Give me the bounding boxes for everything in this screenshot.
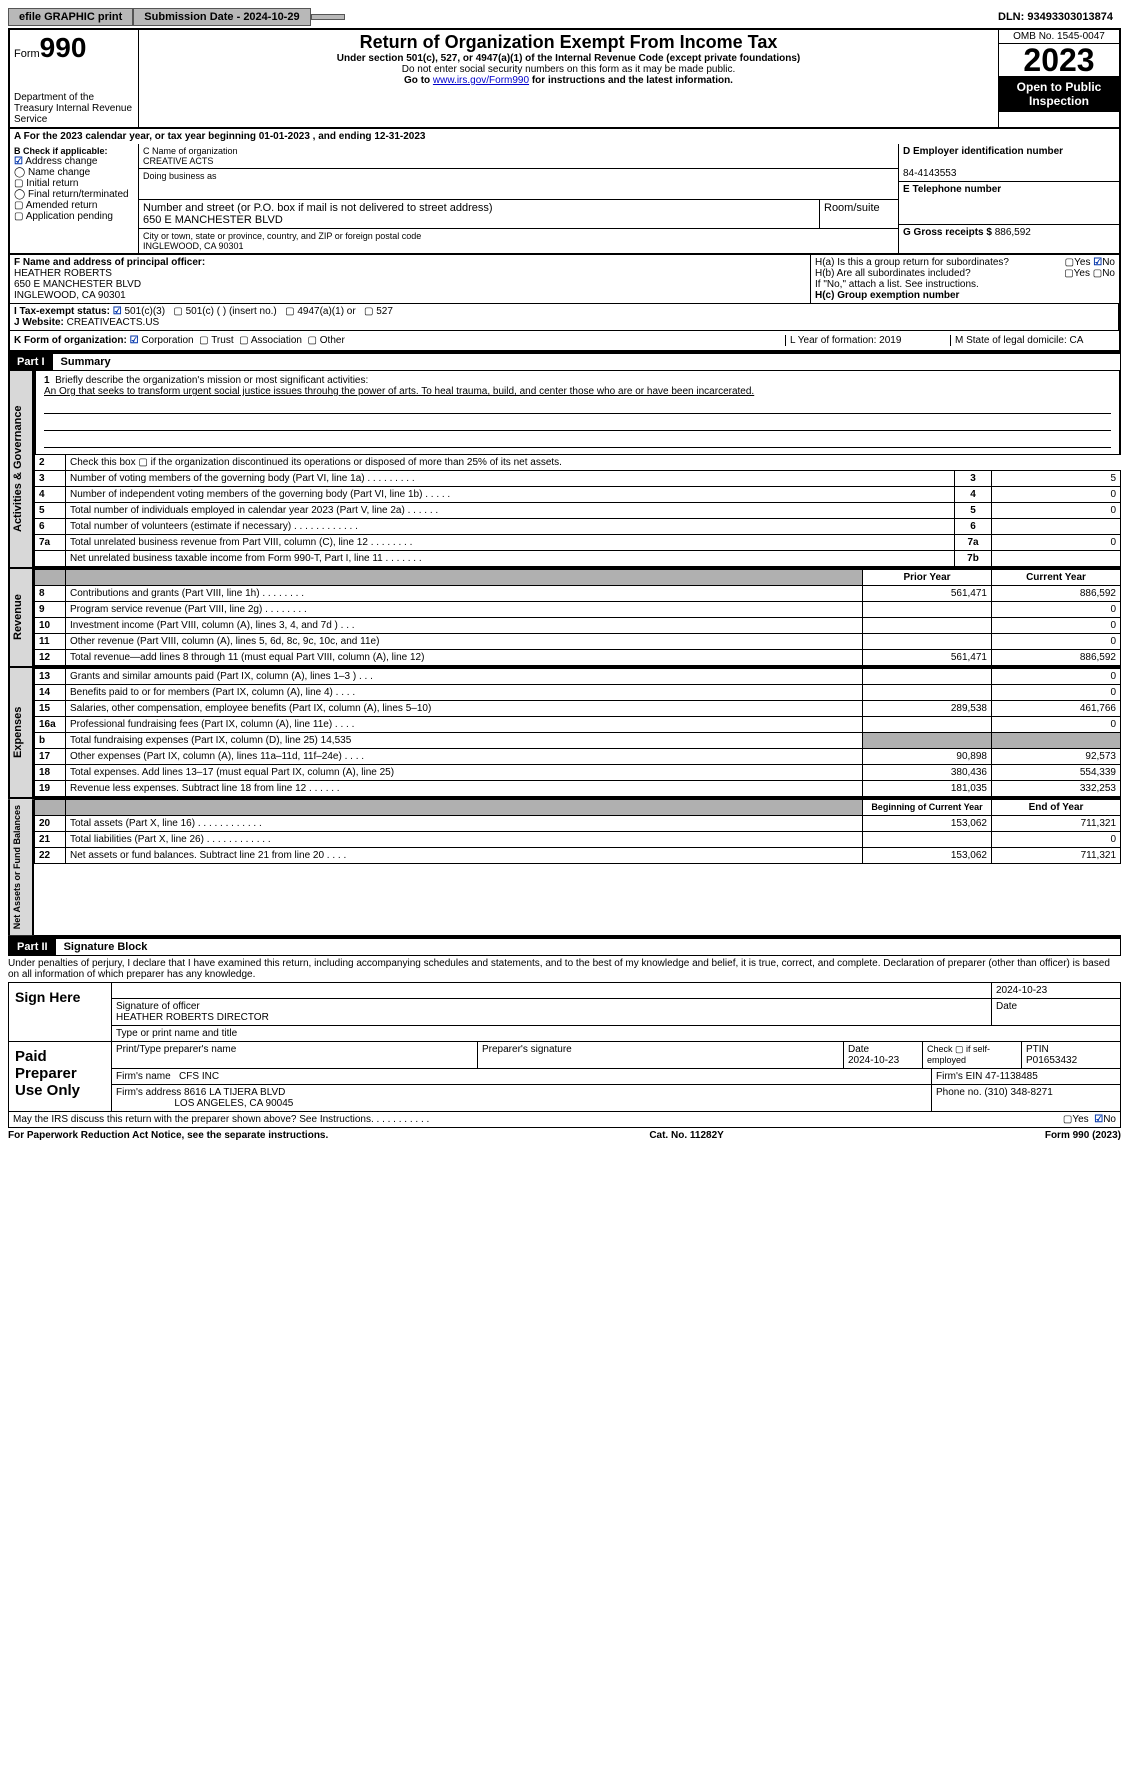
chk-app-pending[interactable]: ▢ Application pending [14, 211, 134, 222]
block-fh: F Name and address of principal officer:… [8, 255, 1121, 304]
firm-ein: 47-1138485 [985, 1071, 1038, 1082]
chk-address-change[interactable]: ☑ Address change [14, 156, 134, 167]
firm-phone: (310) 348-8271 [984, 1087, 1052, 1098]
section-governance: Activities & Governance 1 Briefly descri… [8, 371, 1121, 569]
chk-final-return[interactable]: ◯ Final return/terminated [14, 189, 134, 200]
org-name: CREATIVE ACTS [143, 156, 894, 166]
tab-net-assets: Net Assets or Fund Balances [8, 799, 34, 935]
form-subtitle: Under section 501(c), 527, or 4947(a)(1)… [147, 53, 990, 64]
tax-year: 2023 [999, 44, 1119, 76]
block-ij: I Tax-exempt status: ☑ 501(c)(3) ▢ 501(c… [8, 304, 1121, 331]
ssn-warning: Do not enter social security numbers on … [147, 64, 990, 75]
gross-receipts: 886,592 [995, 227, 1031, 238]
tab-governance: Activities & Governance [8, 371, 34, 567]
irs-link[interactable]: www.irs.gov/Form990 [433, 75, 529, 86]
tab-revenue: Revenue [8, 569, 34, 666]
part2-header: Part II Signature Block [8, 937, 1121, 956]
firm-name: CFS INC [179, 1071, 219, 1082]
col-c-org-info: C Name of organization CREATIVE ACTS Doi… [139, 144, 899, 253]
org-city: INGLEWOOD, CA 90301 [143, 241, 894, 251]
ptin-value: P01653432 [1026, 1055, 1077, 1066]
ein-value: 84-4143553 [903, 168, 956, 179]
form-number: Form990 [14, 32, 134, 64]
chk-initial-return[interactable]: ▢ Initial return [14, 178, 134, 189]
dept-label: Department of the Treasury Internal Reve… [14, 92, 134, 125]
submission-date-label: Submission Date - 2024-10-29 [133, 8, 310, 26]
org-street: 650 E MANCHESTER BLVD [143, 214, 815, 226]
row-a-tax-year: A For the 2023 calendar year, or tax yea… [8, 129, 1121, 144]
paid-preparer-label: Paid Preparer Use Only [9, 1042, 112, 1111]
discuss-row: May the IRS discuss this return with the… [8, 1112, 1121, 1128]
chk-amended[interactable]: ▢ Amended return [14, 200, 134, 211]
revenue-table: Prior YearCurrent Year 8Contributions an… [34, 569, 1121, 666]
perjury-statement: Under penalties of perjury, I declare th… [8, 956, 1121, 982]
part1-header: Part I Summary [8, 352, 1121, 371]
row-j-website: J Website: CREATIVEACTS.US [14, 317, 1114, 328]
mission-text: An Org that seeks to transform urgent so… [44, 386, 754, 397]
tab-expenses: Expenses [8, 668, 34, 797]
block-klm: K Form of organization: ☑ Corporation ▢ … [8, 331, 1121, 352]
row-i-tax-status: I Tax-exempt status: ☑ 501(c)(3) ▢ 501(c… [14, 306, 1114, 317]
chk-name-change[interactable]: ◯ Name change [14, 167, 134, 178]
public-inspection-badge: Open to Public Inspection [999, 76, 1119, 112]
paid-preparer-block: Paid Preparer Use Only Print/Type prepar… [8, 1042, 1121, 1112]
page-footer: For Paperwork Reduction Act Notice, see … [8, 1128, 1121, 1143]
form-title: Return of Organization Exempt From Incom… [147, 32, 990, 53]
sign-here-block: Sign Here 2024-10-23 Signature of office… [8, 982, 1121, 1042]
col-b-checkboxes: B Check if applicable: ☑ Address change … [10, 144, 139, 253]
goto-line: Go to www.irs.gov/Form990 for instructio… [147, 75, 990, 86]
efile-print-button[interactable]: efile GRAPHIC print [8, 8, 133, 26]
col-de: D Employer identification number 84-4143… [899, 144, 1119, 253]
block-bcde: B Check if applicable: ☑ Address change … [8, 144, 1121, 255]
top-bar: efile GRAPHIC print Submission Date - 20… [8, 8, 1121, 26]
section-expenses: Expenses 13Grants and similar amounts pa… [8, 668, 1121, 799]
year-formation: L Year of formation: 2019 [785, 335, 950, 346]
sign-here-label: Sign Here [9, 983, 112, 1041]
officer-name: HEATHER ROBERTS DIRECTOR [116, 1012, 269, 1023]
sign-date: 2024-10-23 [992, 983, 1120, 998]
net-assets-table: Beginning of Current YearEnd of Year 20T… [34, 799, 1121, 864]
room-suite-label: Room/suite [820, 200, 898, 228]
section-net-assets: Net Assets or Fund Balances Beginning of… [8, 799, 1121, 937]
topbar-spacer [311, 14, 345, 20]
form-header: Form990 Department of the Treasury Inter… [8, 28, 1121, 129]
col-f-officer: F Name and address of principal officer:… [10, 255, 811, 303]
state-domicile: M State of legal domicile: CA [950, 335, 1115, 346]
dln-label: DLN: 93493303013874 [998, 11, 1121, 23]
expenses-table: 13Grants and similar amounts paid (Part … [34, 668, 1121, 797]
col-h-group: H(a) Is this a group return for subordin… [811, 255, 1119, 303]
governance-table: 2Check this box ▢ if the organization di… [34, 454, 1121, 567]
section-revenue: Revenue Prior YearCurrent Year 8Contribu… [8, 569, 1121, 668]
